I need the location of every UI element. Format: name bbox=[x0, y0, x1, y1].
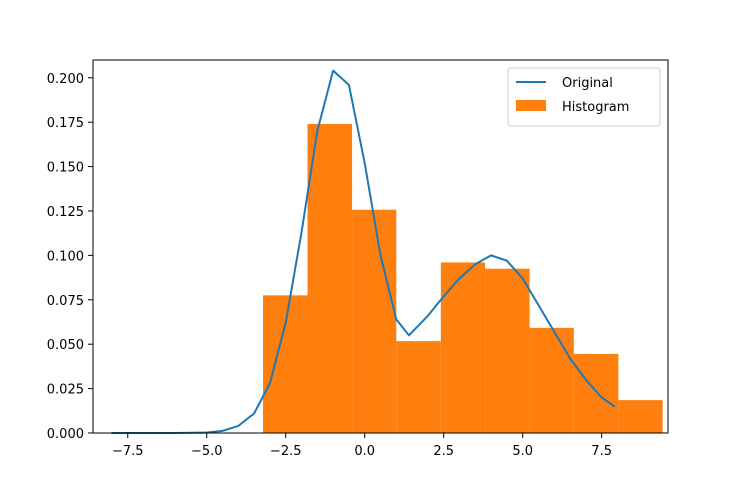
y-tick-label: 0.125 bbox=[47, 205, 84, 220]
y-tick-label: 0.000 bbox=[47, 427, 84, 442]
legend-swatch-histogram bbox=[516, 100, 546, 111]
histogram-bar bbox=[573, 353, 619, 433]
x-tick-label: 0.0 bbox=[354, 444, 375, 459]
histogram-bar bbox=[529, 327, 574, 433]
histogram-bar bbox=[440, 262, 486, 433]
plot-frame bbox=[92, 59, 669, 434]
y-tick-label: 0.025 bbox=[47, 383, 84, 398]
x-tick-label: −2.5 bbox=[270, 444, 302, 459]
histogram-bar bbox=[485, 268, 530, 433]
y-axis: 0.000 0.025 0.050 0.075 0.100 0.125 0.150 0.175… bbox=[47, 72, 93, 442]
y-tick-label: 0.050 bbox=[47, 338, 84, 353]
legend-label-original: Original bbox=[562, 76, 613, 91]
histogram-bars bbox=[262, 123, 663, 433]
x-tick-label: −7.5 bbox=[112, 444, 144, 459]
y-tick-label: 0.100 bbox=[47, 249, 84, 264]
x-tick-label: 2.5 bbox=[433, 444, 454, 459]
y-tick-label: 0.175 bbox=[47, 116, 84, 131]
x-tick-label: −5.0 bbox=[191, 444, 223, 459]
histogram-bar bbox=[307, 123, 353, 433]
legend: Original Histogram bbox=[507, 67, 661, 127]
histogram-bar bbox=[396, 341, 441, 433]
original-density-line bbox=[110, 69, 616, 434]
y-tick-label: 0.075 bbox=[47, 294, 84, 309]
x-axis: −7.5 −5.0 −2.5 0.0 2.5 5.0 7.5 bbox=[112, 433, 612, 459]
legend-label-histogram: Histogram bbox=[562, 100, 629, 115]
x-tick-label: 5.0 bbox=[512, 444, 533, 459]
histogram-bar bbox=[352, 209, 397, 433]
x-tick-label: 7.5 bbox=[591, 444, 612, 459]
histogram-bar bbox=[618, 400, 663, 433]
histogram-bar bbox=[262, 295, 308, 433]
y-tick-label: 0.200 bbox=[47, 72, 84, 87]
y-tick-label: 0.150 bbox=[47, 161, 84, 176]
